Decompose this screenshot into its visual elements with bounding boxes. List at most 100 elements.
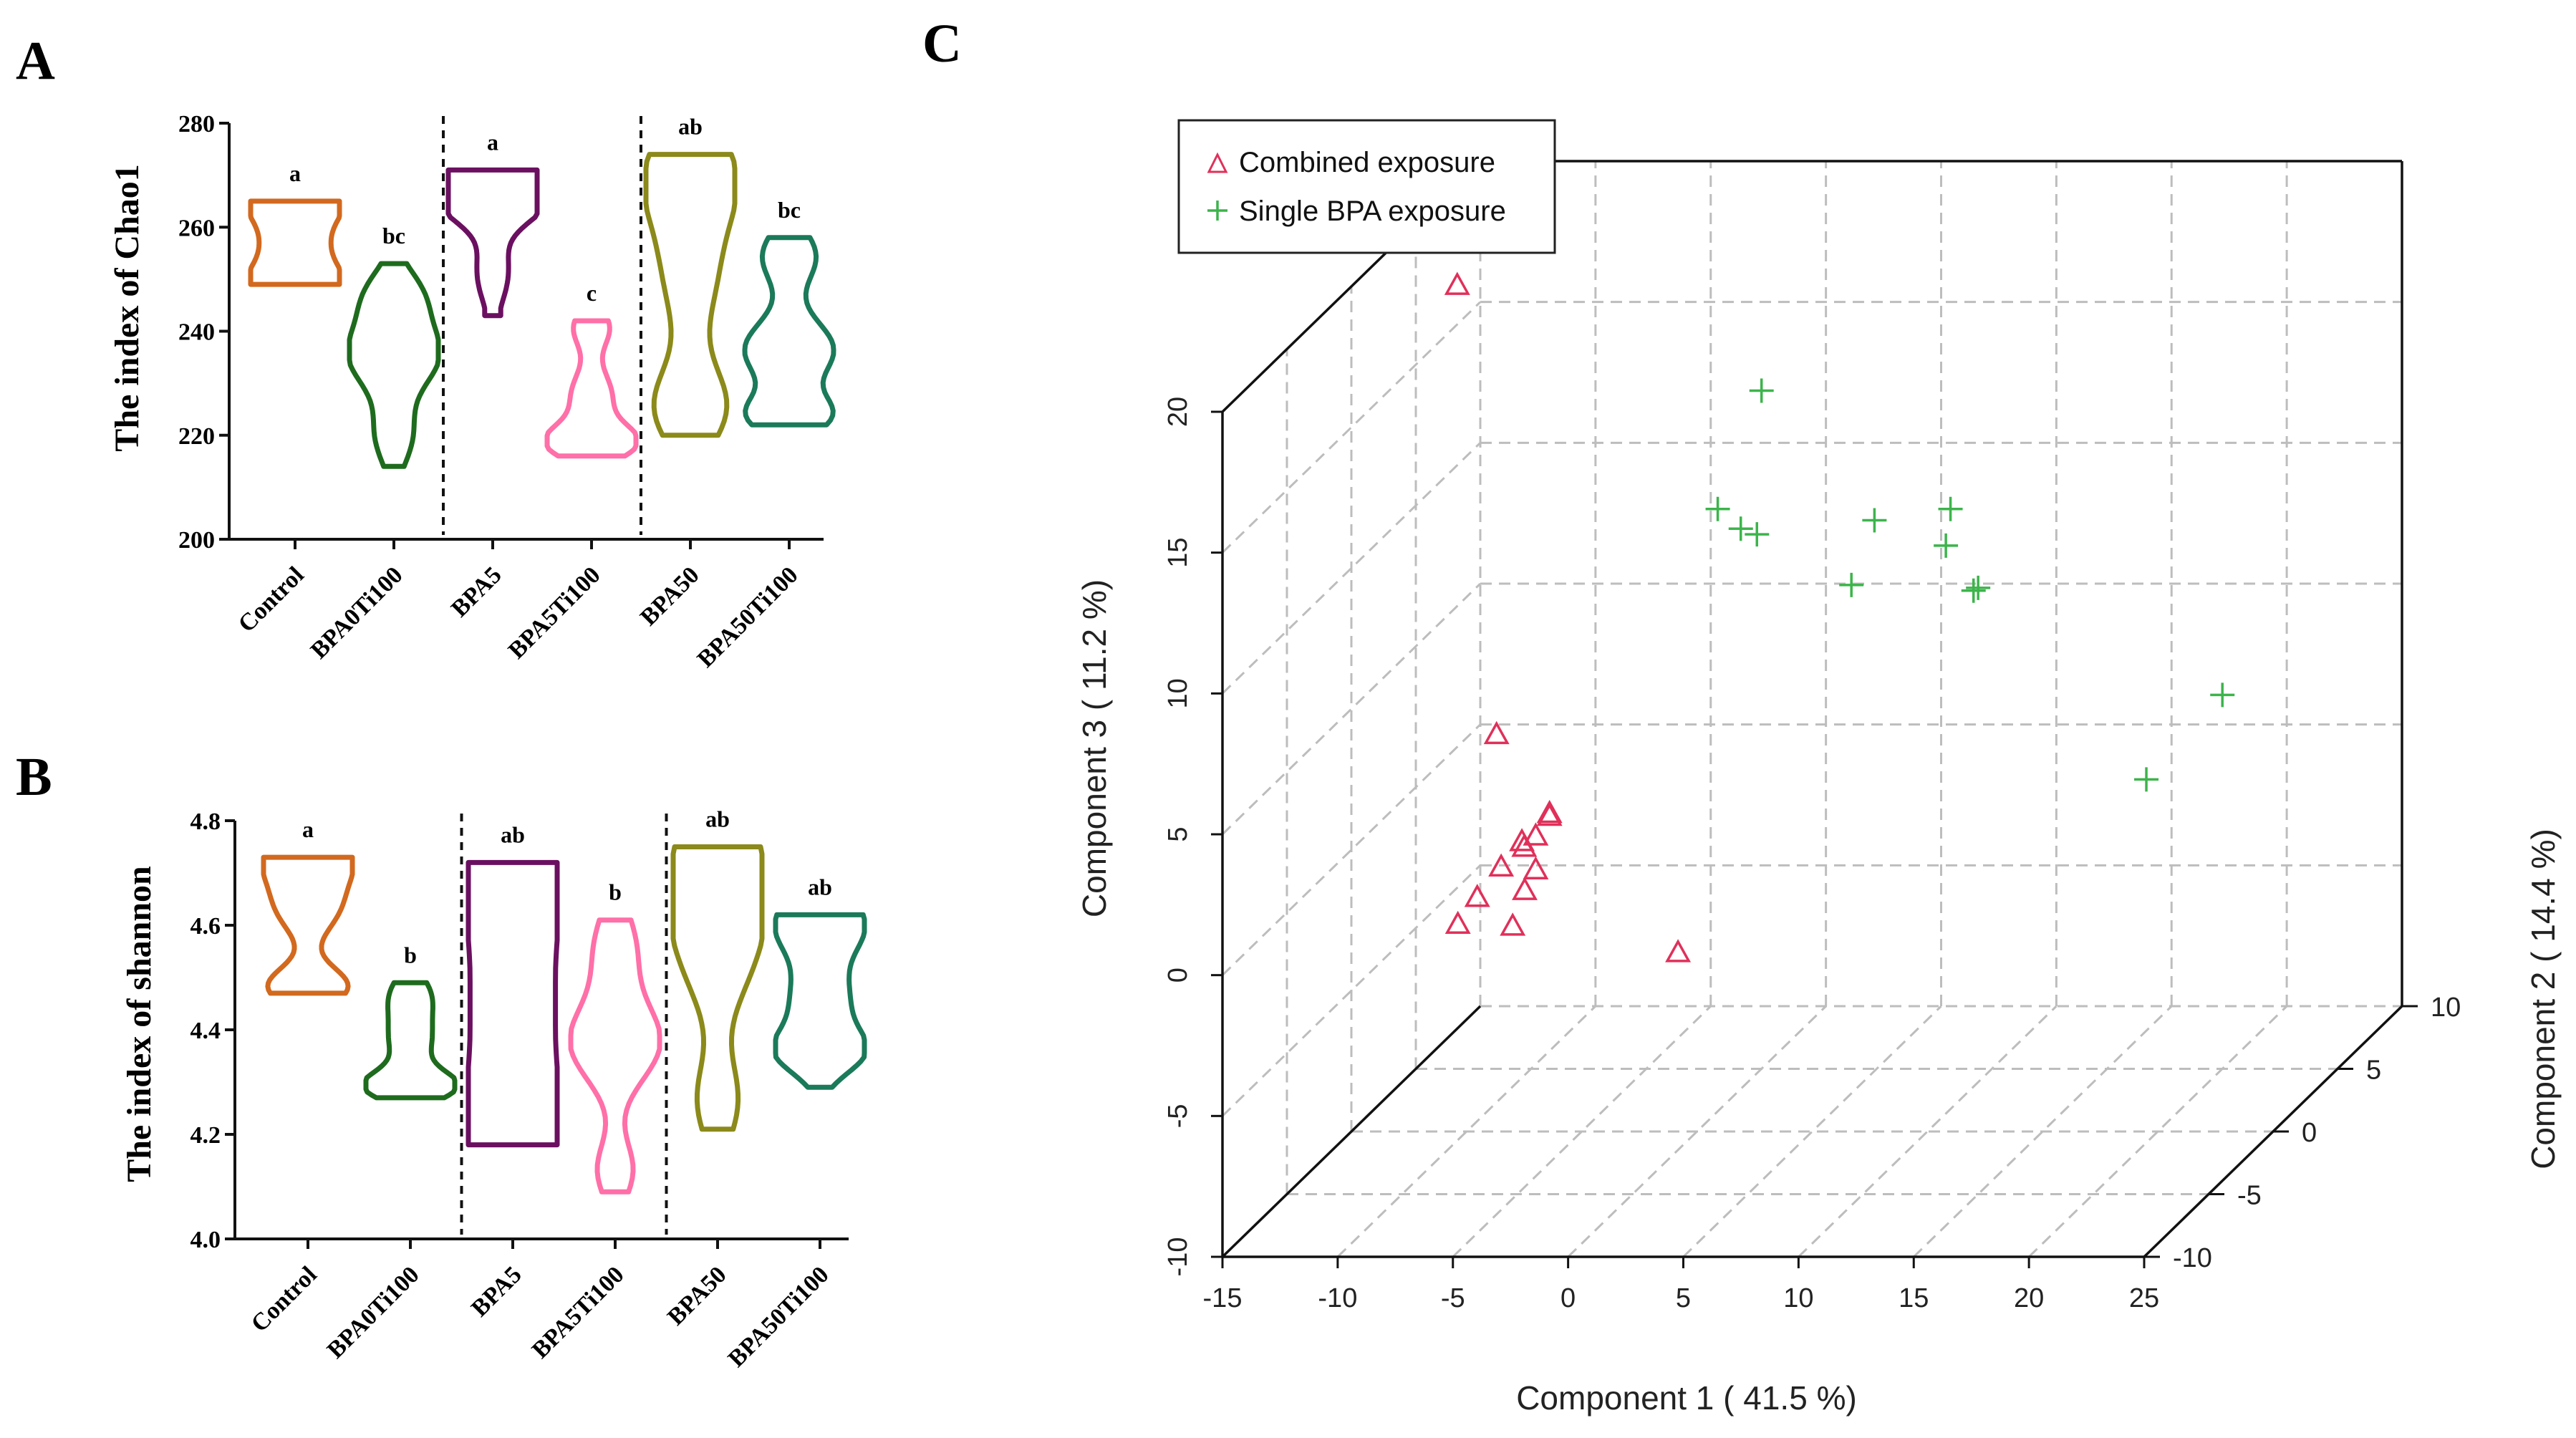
point-combined xyxy=(1483,720,1510,745)
grid-line xyxy=(2028,1005,2288,1258)
point-combined xyxy=(1512,877,1538,900)
violin xyxy=(544,318,639,459)
point-single xyxy=(1728,516,1753,541)
box-edge xyxy=(1221,1005,1482,1258)
legend-plus-icon xyxy=(1207,201,1227,221)
x-axis-label-c: Component 1 ( 41.5 %) xyxy=(1516,1379,1857,1417)
grid-line xyxy=(1798,1005,2058,1258)
x-tick-label: BPA50 xyxy=(635,561,705,631)
panel-letter-b: B xyxy=(16,747,52,807)
grid-line xyxy=(1221,864,1482,1117)
x-tick-label: BPA0Ti100 xyxy=(322,1261,425,1364)
panel-a: A The index of Chao1 200 220 240 260 280 Cont… xyxy=(16,31,836,672)
violin xyxy=(773,912,867,1090)
box-3d: -15 -10 -5 0 5 10 15 20 25 -10 -5 0 5 10 15 20 -10 -5 0 5 10 xyxy=(1163,160,2461,1313)
z-tick-label: 20 xyxy=(1163,397,1193,427)
point-single xyxy=(1966,575,1991,600)
x-tick-label: Control xyxy=(246,1261,322,1337)
y-tick-label: -5 xyxy=(2237,1181,2262,1211)
z-tick-label: -5 xyxy=(1163,1104,1193,1128)
legend-box xyxy=(1177,119,1556,254)
y-tick-label: 200 xyxy=(178,527,215,554)
point-combined xyxy=(1444,271,1470,295)
significance-label: c xyxy=(587,280,597,306)
panel-c: C -15 -10 -5 0 5 10 15 20 25 -10 -5 0 5 10 15 20 -10 -5 0 5… xyxy=(922,14,2562,1417)
panel-b: B The index of shannon 4.0 4.2 4.4 4.6 4.8 Co… xyxy=(16,747,867,1372)
significance-label: a xyxy=(302,816,314,842)
x-tick-label: BPA5 xyxy=(446,561,506,622)
legend-entry-single: Single BPA exposure xyxy=(1239,196,1506,227)
violin xyxy=(445,167,540,319)
point-combined xyxy=(1523,822,1549,846)
point-single xyxy=(1749,378,1774,403)
x-tick-label: 10 xyxy=(1783,1283,1813,1313)
z-tick-label: -10 xyxy=(1163,1237,1193,1277)
violin xyxy=(465,859,560,1148)
x-tick-label: -5 xyxy=(1441,1283,1465,1313)
axes-b: 4.0 4.2 4.4 4.6 4.8 Control BPA0Ti100 BPA5 BPA5T… xyxy=(190,809,849,1372)
legend-triangle-icon xyxy=(1207,152,1228,173)
point-combined xyxy=(1500,912,1526,936)
x-tick-label: BPA50Ti100 xyxy=(723,1261,834,1372)
grid-line xyxy=(1913,1005,2173,1258)
point-combined xyxy=(1536,799,1563,824)
point-single xyxy=(2210,682,2235,708)
y-tick-label: 0 xyxy=(2302,1118,2317,1148)
significance-label: bc xyxy=(382,223,405,248)
grid-line xyxy=(1336,1005,1596,1258)
violin xyxy=(643,152,738,438)
significance-label: ab xyxy=(808,874,832,899)
x-tick-label: 20 xyxy=(2014,1283,2044,1313)
y-tick-label: 4.8 xyxy=(190,809,221,835)
y-axis-label-b: The index of shannon xyxy=(120,866,158,1182)
point-single xyxy=(2134,767,2159,792)
y-tick-label: 220 xyxy=(178,423,215,450)
x-tick-label: BPA5 xyxy=(466,1261,526,1321)
z-tick-label: 5 xyxy=(1163,826,1193,841)
z-axis-label-c: Component 3 ( 11.2 %) xyxy=(1076,579,1113,917)
y-tick-label: 280 xyxy=(178,111,215,137)
z-tick-label: 0 xyxy=(1163,967,1193,983)
y-tick-label: 260 xyxy=(178,215,215,241)
grid-line xyxy=(1221,723,1482,976)
y-axis-label-a: The index of Chao1 xyxy=(108,164,146,451)
x-tick-label: 25 xyxy=(2129,1283,2159,1313)
y-tick-label: -10 xyxy=(2173,1243,2212,1273)
point-single xyxy=(1839,572,1864,597)
grid-line xyxy=(1221,301,1482,554)
x-tick-label: BPA0Ti100 xyxy=(306,561,408,664)
violin xyxy=(670,844,765,1132)
point-single xyxy=(1961,578,1986,603)
significance-label: b xyxy=(609,879,622,905)
significance-label: ab xyxy=(705,806,730,832)
significance-label: a xyxy=(487,129,498,155)
grid-line xyxy=(1221,582,1482,836)
violins-a: a bc a c ab bc xyxy=(248,114,836,469)
point-combined xyxy=(1523,856,1549,879)
violin xyxy=(248,198,342,287)
y-tick-label: 240 xyxy=(178,319,215,346)
x-tick-label: 0 xyxy=(1560,1283,1576,1313)
legend: Combined exposure Single BPA exposure xyxy=(1177,119,1556,254)
y-tick-label: 4.0 xyxy=(190,1227,221,1253)
point-combined xyxy=(1464,884,1490,907)
violin xyxy=(347,261,441,469)
x-tick-label: 15 xyxy=(1899,1283,1929,1313)
legend-entry-combined: Combined exposure xyxy=(1239,147,1495,178)
grid-line xyxy=(1682,1005,1942,1258)
point-combined xyxy=(1511,834,1538,857)
point-combined xyxy=(1444,910,1471,935)
x-tick-label: -10 xyxy=(1318,1283,1357,1313)
panel-letter-c: C xyxy=(922,14,962,74)
violin xyxy=(261,854,355,996)
x-tick-label: BPA5Ti100 xyxy=(503,561,606,664)
y-tick-label: 10 xyxy=(2431,993,2461,1023)
x-tick-label: BPA50 xyxy=(662,1261,732,1331)
significance-label: a xyxy=(289,160,301,186)
significance-label: ab xyxy=(501,821,525,847)
point-single xyxy=(1745,522,1770,547)
grid-line xyxy=(1221,442,1482,695)
violin xyxy=(363,980,458,1101)
